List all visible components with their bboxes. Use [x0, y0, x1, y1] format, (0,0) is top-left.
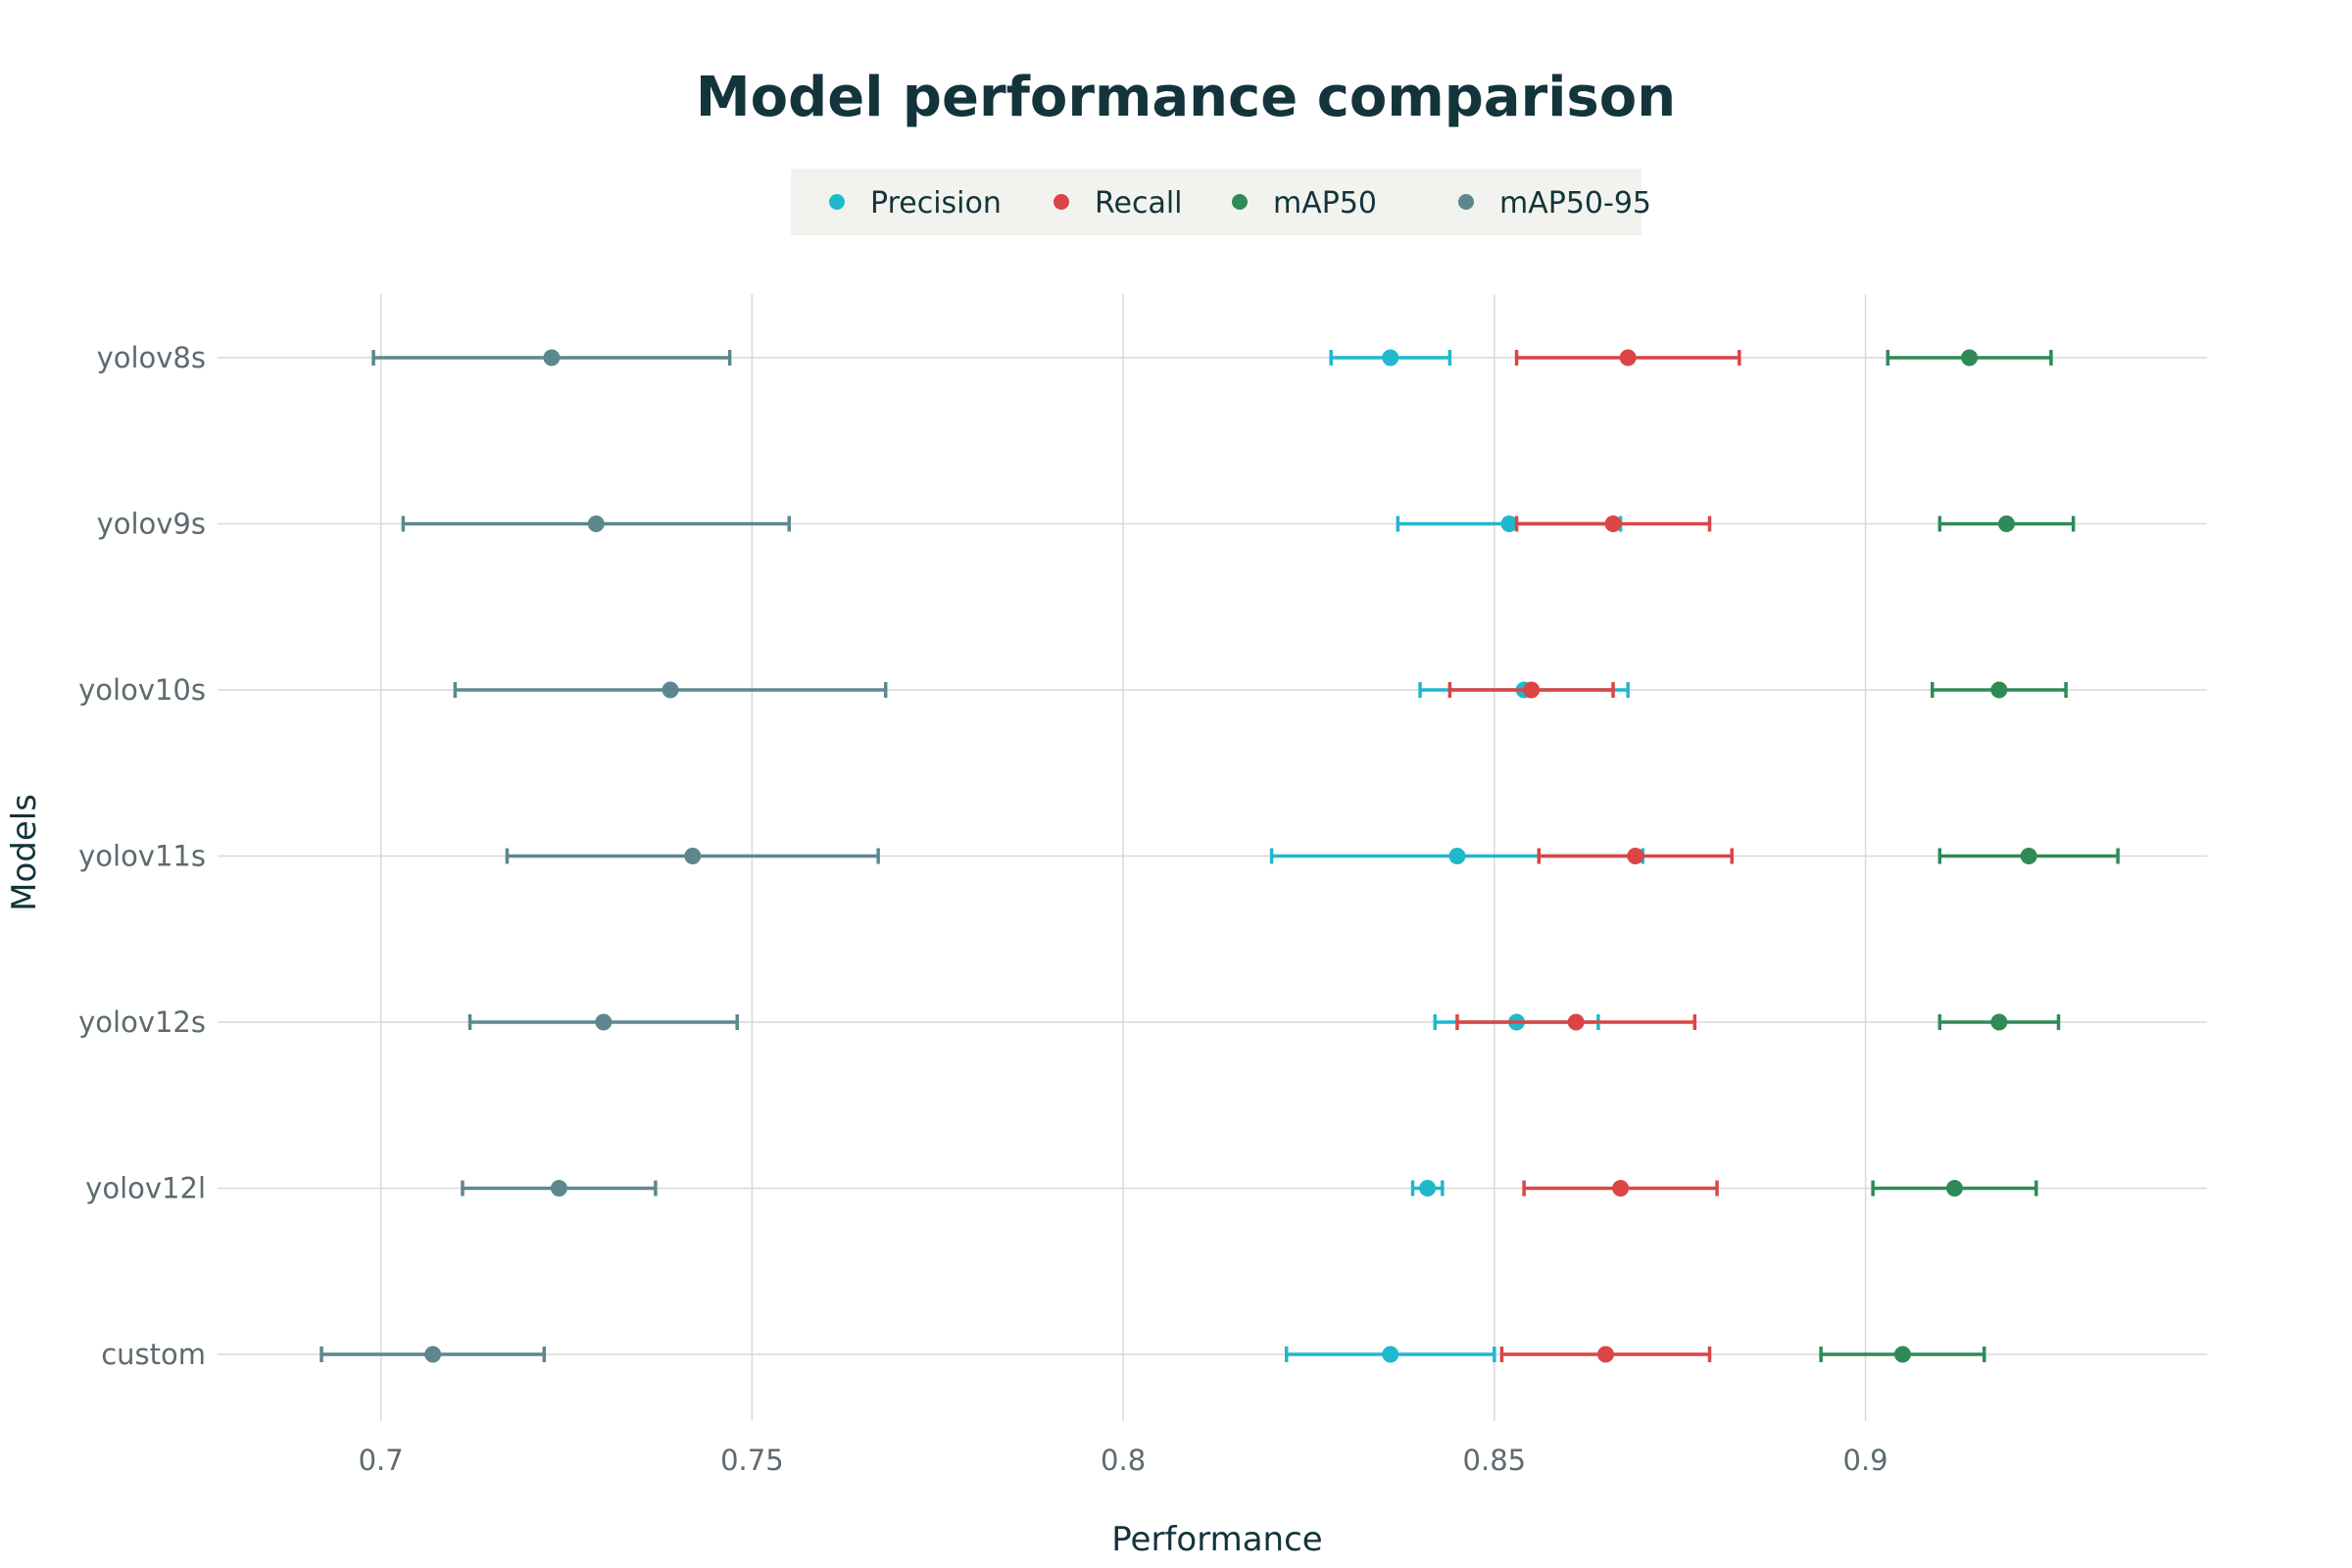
data-point: [1990, 681, 2008, 699]
series-map50-95: [319, 349, 888, 1363]
data-point: [1448, 848, 1466, 864]
y-tick-label: yolov9s: [97, 508, 206, 541]
legend-marker: [829, 194, 845, 210]
data-point: [1419, 1180, 1437, 1197]
y-tick-label: yolov8s: [97, 341, 206, 374]
x-tick-label: 0.8: [1101, 1444, 1146, 1477]
legend-label: Precision: [870, 186, 1002, 220]
data-point: [595, 1013, 612, 1031]
data-point: [1612, 1180, 1630, 1197]
data-point: [424, 1346, 442, 1363]
data-point: [1627, 848, 1644, 864]
series-map50: [1819, 349, 2120, 1363]
y-tick-label: yolov12s: [78, 1005, 206, 1039]
legend-label: Recall: [1095, 186, 1183, 220]
data-point: [1596, 1346, 1614, 1363]
data-point: [1604, 515, 1622, 532]
x-axis-title: Performance: [1111, 1520, 1322, 1559]
data-point: [2020, 848, 2037, 864]
legend-marker: [1458, 194, 1474, 210]
legend-item: Recall: [1054, 186, 1183, 220]
legend-item: mAP50-95: [1458, 186, 1651, 220]
y-tick-label: custom: [101, 1338, 206, 1371]
x-tick-label: 0.9: [1843, 1444, 1888, 1477]
legend-label: mAP50: [1273, 186, 1377, 220]
y-axis-title: Models: [5, 794, 44, 911]
data-point: [1961, 349, 1979, 367]
data-point: [1523, 681, 1541, 699]
y-tick-label: yolov10s: [78, 673, 206, 707]
y-tick-label: yolov11s: [78, 840, 206, 873]
data-point: [1382, 349, 1399, 367]
data-point: [1945, 1180, 1963, 1197]
data-point: [662, 681, 679, 699]
data-point: [1567, 1013, 1585, 1031]
legend-background: [791, 169, 1642, 235]
data-point: [1997, 515, 2015, 532]
plot-area: [319, 349, 2120, 1363]
data-point: [684, 848, 702, 864]
series-recall: [1447, 349, 1741, 1363]
y-tick-label: yolov12l: [85, 1172, 206, 1205]
data-point: [1893, 1346, 1911, 1363]
legend-item: mAP50: [1232, 186, 1377, 220]
x-tick-label: 0.7: [359, 1444, 404, 1477]
legend-marker: [1054, 194, 1069, 210]
x-axis-ticks: 0.7 0.75 0.8 0.85 0.9: [359, 1444, 1888, 1477]
x-tick-label: 0.85: [1463, 1444, 1527, 1477]
legend: Precision Recall mAP50 mAP50-95: [791, 169, 1651, 235]
chart-title: Model performance comparison: [696, 66, 1676, 129]
data-point: [1990, 1013, 2008, 1031]
data-point: [1619, 349, 1637, 367]
data-point: [587, 515, 605, 532]
data-point: [1382, 1346, 1399, 1363]
legend-marker: [1232, 194, 1248, 210]
data-point: [550, 1180, 567, 1197]
x-tick-label: 0.75: [720, 1444, 784, 1477]
data-point: [543, 349, 561, 367]
y-axis-ticks: yolov8s yolov9s yolov10s yolov11s yolov12s yo…: [78, 341, 206, 1371]
legend-label: mAP50-95: [1499, 186, 1651, 220]
data-point: [1500, 515, 1518, 532]
legend-item: Precision: [829, 186, 1002, 220]
